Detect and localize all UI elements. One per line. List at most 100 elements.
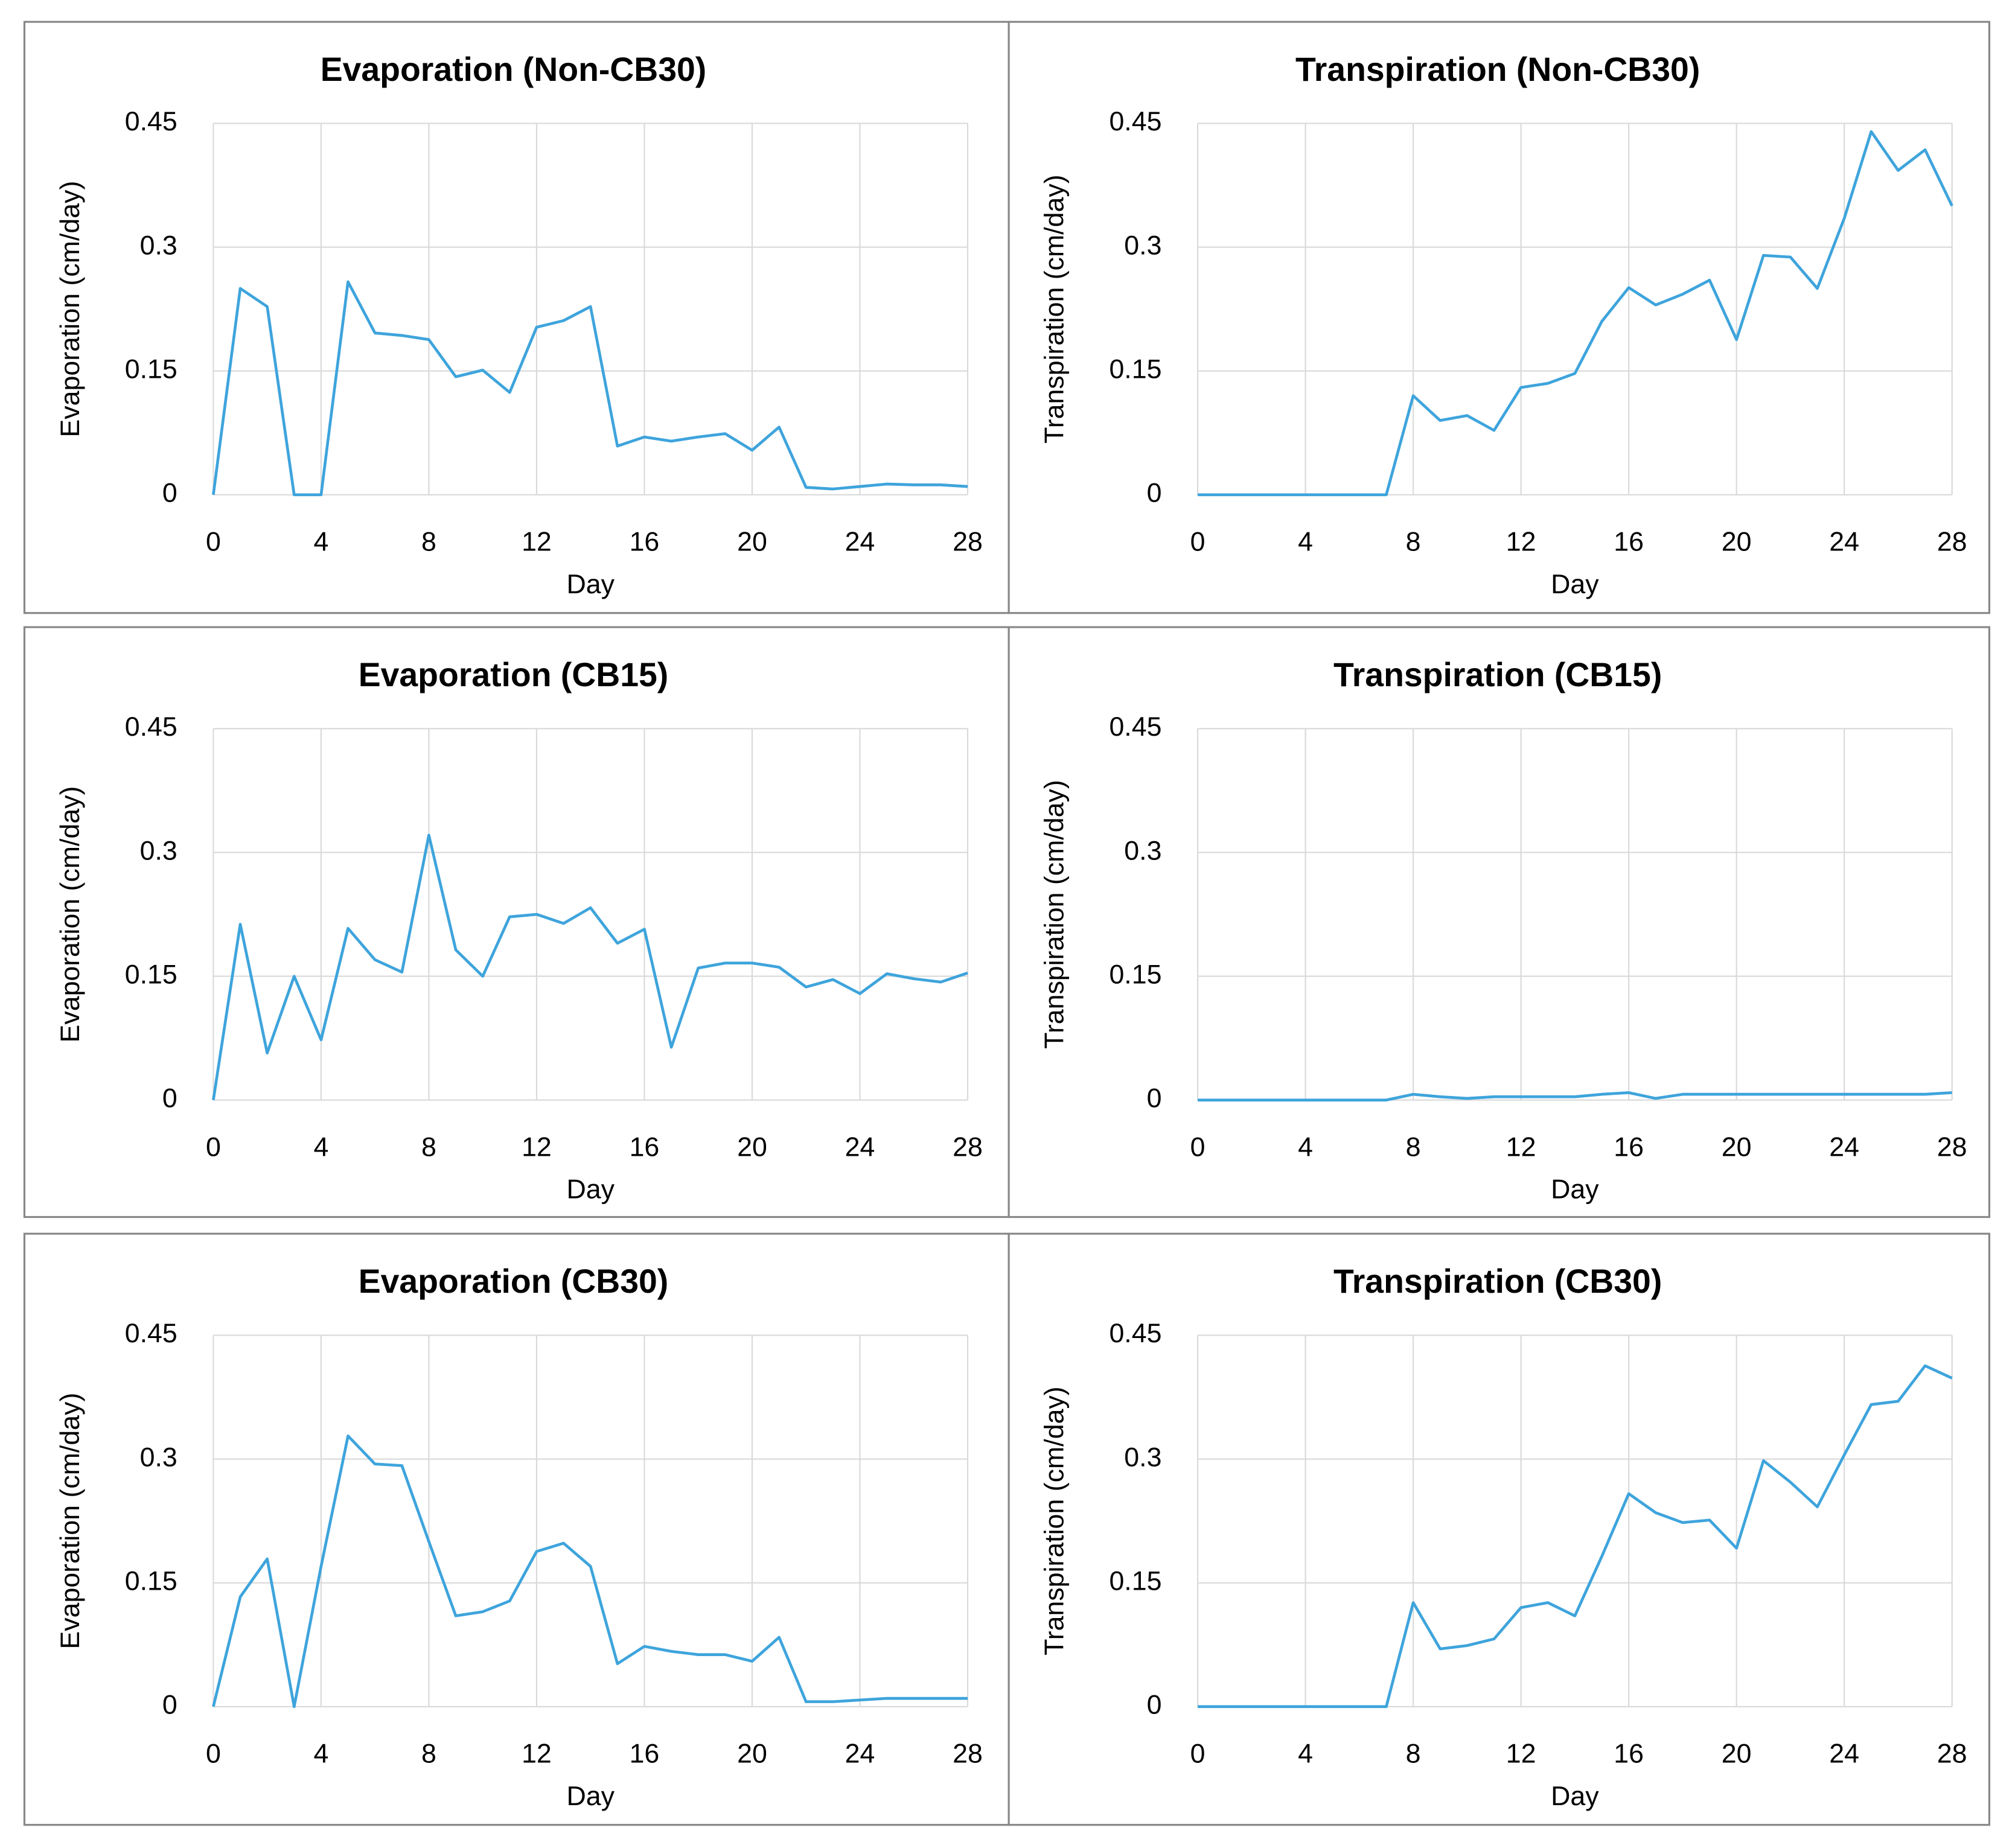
x-tick-label: 0 <box>1190 527 1205 557</box>
data-line <box>1198 130 1953 497</box>
x-tick-label: 28 <box>1937 1132 1967 1162</box>
y-tick-label: 0.15 <box>1109 1566 1161 1596</box>
y-axis-label: Transpiration (cm/day) <box>1040 1386 1070 1655</box>
x-tick-label: 20 <box>1722 1739 1752 1768</box>
y-tick-label: 0 <box>162 479 177 508</box>
x-axis-label: Day <box>566 1175 615 1205</box>
y-tick-label: 0 <box>1147 1084 1162 1114</box>
x-tick-label: 4 <box>1298 1132 1313 1162</box>
data-line <box>212 1434 968 1709</box>
x-tick-label: 0 <box>206 1132 221 1162</box>
x-tick-label: 16 <box>1614 1739 1644 1768</box>
y-tick-label: 0.15 <box>1109 960 1161 989</box>
y-tick-label: 0 <box>162 1690 177 1720</box>
x-tick-label: 16 <box>630 1132 660 1162</box>
x-axis-label: Day <box>1551 1175 1599 1205</box>
x-tick-label: 8 <box>1406 1132 1421 1162</box>
y-tick-label: 0.15 <box>125 1566 177 1596</box>
y-tick-label: 0.15 <box>1109 354 1161 384</box>
x-tick-label: 28 <box>953 527 983 557</box>
y-axis-label: Evaporation (cm/day) <box>56 786 85 1043</box>
x-tick-label: 8 <box>421 527 436 557</box>
y-tick-label: 0.45 <box>125 107 177 136</box>
y-axis-label: Transpiration (cm/day) <box>1040 174 1070 444</box>
y-axis-label: Evaporation (cm/day) <box>56 181 85 438</box>
chart-title: Transpiration (CB15) <box>1333 656 1662 693</box>
panel-border <box>1007 1232 1991 1826</box>
y-tick-label: 0.3 <box>1124 231 1161 260</box>
x-tick-label: 24 <box>1829 527 1859 557</box>
x-tick-label: 12 <box>522 1739 552 1768</box>
x-axis-label: Day <box>1551 570 1599 599</box>
y-tick-label: 0 <box>1147 1690 1162 1720</box>
chart-title: Transpiration (Non-CB30) <box>1295 51 1700 88</box>
x-tick-label: 24 <box>1829 1739 1859 1768</box>
panel-border <box>23 1232 1010 1826</box>
x-tick-label: 20 <box>737 1739 767 1768</box>
x-tick-label: 0 <box>1190 1132 1205 1162</box>
data-line <box>212 833 968 1101</box>
x-tick-label: 0 <box>1190 1739 1205 1768</box>
x-tick-label: 8 <box>421 1132 436 1162</box>
panel-border <box>23 21 1010 614</box>
panel: Evaporation (Non-CB30) 0 0.15 0.3 0.45 0 4 8 12 1… <box>23 21 1010 614</box>
x-tick-label: 4 <box>313 1739 328 1768</box>
y-tick-label: 0.45 <box>1109 107 1161 136</box>
panel-border <box>23 626 1010 1219</box>
chart-title: Transpiration (CB30) <box>1333 1263 1662 1300</box>
x-tick-label: 16 <box>630 1739 660 1768</box>
y-axis-label: Transpiration (cm/day) <box>1040 780 1070 1049</box>
x-tick-label: 28 <box>953 1132 983 1162</box>
chart-title: Evaporation (CB15) <box>359 656 668 693</box>
y-tick-label: 0.45 <box>125 712 177 742</box>
x-tick-label: 20 <box>1722 527 1752 557</box>
x-tick-label: 16 <box>1614 1132 1644 1162</box>
x-axis-label: Day <box>566 570 615 599</box>
x-tick-label: 12 <box>522 1132 552 1162</box>
panel: Transpiration (CB30) 0 0.15 0.3 0.45 0 4 8 12 16 2… <box>1007 1232 1991 1826</box>
panel: Evaporation (CB15) 0 0.15 0.3 0.45 0 4 8 12 16 20 2… <box>23 626 1010 1219</box>
x-tick-label: 4 <box>313 1132 328 1162</box>
x-tick-label: 12 <box>1506 1132 1536 1162</box>
data-line <box>1198 1091 1952 1102</box>
data-line <box>1198 1364 1953 1709</box>
x-axis-label: Day <box>566 1782 615 1811</box>
x-tick-label: 12 <box>1506 1739 1536 1768</box>
panel: Transpiration (Non-CB30) 0 0.15 0.3 0.45 0 4 8 1… <box>1007 21 1991 614</box>
y-tick-label: 0.15 <box>125 960 177 989</box>
y-tick-label: 0 <box>1147 479 1162 508</box>
y-tick-label: 0.3 <box>140 836 177 865</box>
x-tick-label: 12 <box>522 527 552 557</box>
x-tick-label: 8 <box>421 1739 436 1768</box>
x-tick-label: 0 <box>206 1739 221 1768</box>
x-tick-label: 20 <box>737 1132 767 1162</box>
y-axis-label: Evaporation (cm/day) <box>56 1393 85 1649</box>
x-tick-label: 28 <box>953 1739 983 1768</box>
x-tick-label: 8 <box>1406 527 1421 557</box>
x-tick-label: 4 <box>313 527 328 557</box>
x-tick-label: 24 <box>845 1739 875 1768</box>
y-tick-label: 0 <box>162 1084 177 1114</box>
y-tick-label: 0.3 <box>1124 1442 1161 1472</box>
x-tick-label: 16 <box>1614 527 1644 557</box>
y-tick-label: 0.3 <box>140 231 177 260</box>
x-tick-label: 28 <box>1937 527 1967 557</box>
x-tick-label: 20 <box>1722 1132 1752 1162</box>
data-line <box>212 280 968 497</box>
y-tick-label: 0.3 <box>140 1442 177 1472</box>
x-axis-label: Day <box>1551 1782 1599 1811</box>
x-tick-label: 12 <box>1506 527 1536 557</box>
y-tick-label: 0.45 <box>125 1319 177 1348</box>
chart-title: Evaporation (Non-CB30) <box>321 51 706 88</box>
x-tick-label: 24 <box>1829 1132 1859 1162</box>
panel: Transpiration (CB15) 0 0.15 0.3 0.45 0 4 8 12 16 2… <box>1007 626 1991 1219</box>
y-tick-label: 0.3 <box>1124 836 1161 865</box>
x-tick-label: 4 <box>1298 1739 1313 1768</box>
x-tick-label: 28 <box>1937 1739 1967 1768</box>
x-tick-label: 24 <box>845 527 875 557</box>
x-tick-label: 0 <box>206 527 221 557</box>
y-tick-label: 0.15 <box>125 354 177 384</box>
x-tick-label: 4 <box>1298 527 1313 557</box>
panel: Evaporation (CB30) 0 0.15 0.3 0.45 0 4 8 12 16 20 2… <box>23 1232 1010 1826</box>
